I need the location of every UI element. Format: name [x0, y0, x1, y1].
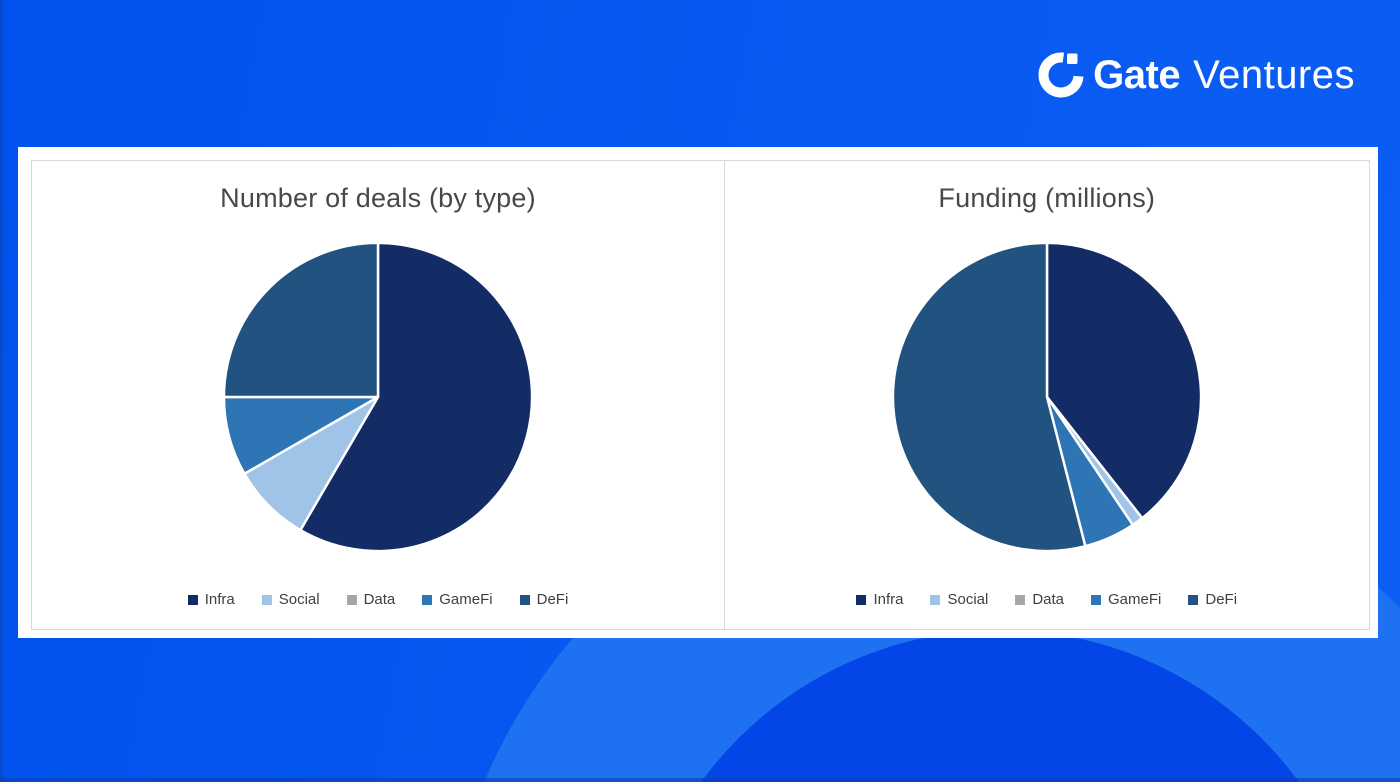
- legend-item-data: Data: [1015, 591, 1064, 608]
- legend-label: Infra: [204, 591, 235, 608]
- chart-legend: Infra Social Data GameFi DeFi: [856, 591, 1237, 608]
- pie-slice-infra: [1045, 241, 1202, 520]
- legend-item-defi: DeFi: [1188, 591, 1237, 608]
- legend-label: DeFi: [1205, 591, 1238, 608]
- legend-item-defi: DeFi: [519, 591, 569, 608]
- legend-label: Data: [1032, 591, 1065, 608]
- gate-ventures-logo: Gate Ventures: [1038, 52, 1355, 98]
- chart-legend: Infra Social Data GameFi DeFi: [187, 591, 569, 608]
- legend-swatch-icon: [856, 594, 867, 605]
- legend-item-gamefi: GameFi: [422, 591, 493, 608]
- legend-item-data: Data: [346, 591, 396, 608]
- pie-wrap: [889, 239, 1205, 555]
- legend-item-gamefi: GameFi: [1091, 591, 1161, 608]
- pie-slice-defi: [222, 241, 380, 399]
- legend-label: GameFi: [1108, 591, 1162, 608]
- legend-label: Infra: [873, 591, 904, 608]
- legend-label: GameFi: [439, 591, 493, 608]
- logo-text-ventures: Ventures: [1193, 53, 1355, 97]
- logo-text-gate: Gate: [1093, 53, 1181, 97]
- screen-edge-bottom: [0, 778, 1400, 782]
- legend-swatch-icon: [422, 594, 433, 605]
- legend-label: Data: [363, 591, 396, 608]
- legend-item-infra: Infra: [856, 591, 903, 608]
- legend-swatch-icon: [1188, 594, 1199, 605]
- legend-label: Social: [947, 591, 989, 608]
- pie-chart: [222, 241, 534, 553]
- legend-swatch-icon: [1015, 594, 1026, 605]
- legend-swatch-icon: [346, 594, 357, 605]
- pie-slice-infra: [299, 241, 534, 553]
- chart-panel-funding: Funding (millions) Infra Social Data GameFi…: [723, 160, 1370, 630]
- gate-circle-logo-icon: [1038, 52, 1084, 98]
- pie-slice-defi: [891, 241, 1087, 553]
- legend-item-infra: Infra: [187, 591, 235, 608]
- legend-swatch-icon: [930, 594, 941, 605]
- pie-wrap: [220, 239, 536, 555]
- chart-panel-deals: Number of deals (by type) Infra Social Dat…: [31, 160, 725, 630]
- pie-chart: [891, 241, 1202, 553]
- chart-title-deals: Number of deals (by type): [220, 183, 536, 213]
- legend-swatch-icon: [261, 594, 272, 605]
- chart-title-funding: Funding (millions): [938, 183, 1156, 213]
- legend-swatch-icon: [187, 594, 198, 605]
- legend-item-social: Social: [930, 591, 988, 608]
- legend-item-social: Social: [261, 591, 320, 608]
- legend-label: DeFi: [536, 591, 569, 608]
- legend-swatch-icon: [519, 594, 530, 605]
- logo-wordmark: Gate Ventures: [1084, 55, 1355, 95]
- screen-edge-left: [0, 0, 3, 782]
- legend-swatch-icon: [1091, 594, 1102, 605]
- legend-label: Social: [278, 591, 320, 608]
- charts-card: Number of deals (by type) Infra Social Dat…: [18, 147, 1378, 638]
